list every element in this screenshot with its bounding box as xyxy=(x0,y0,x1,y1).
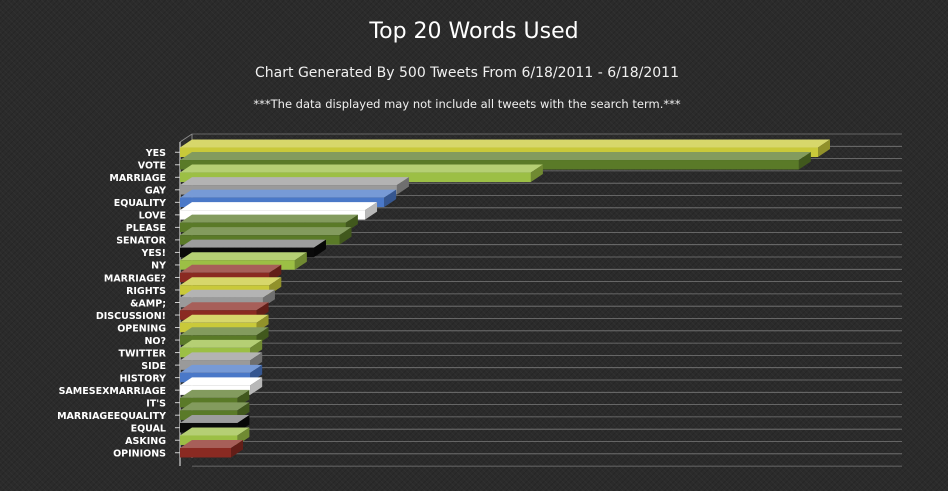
bar-top-face xyxy=(180,302,269,311)
bar-side-face xyxy=(250,377,263,395)
axis-top-edge xyxy=(179,133,193,143)
category-label: YES! xyxy=(140,248,166,259)
bar-top-face xyxy=(180,277,282,286)
bar-top-face xyxy=(180,177,409,186)
category-label: YES xyxy=(145,148,166,159)
bar-side-face xyxy=(365,202,378,220)
category-label: NO? xyxy=(144,336,166,347)
bar-side-face xyxy=(313,239,326,258)
category-label: IT'S xyxy=(146,398,166,409)
bar-top-face xyxy=(180,189,397,198)
bar-top-face xyxy=(180,414,250,423)
category-label: RIGHTS xyxy=(126,286,166,297)
bar-side-face xyxy=(798,152,811,170)
bar-top-face xyxy=(180,327,269,336)
category-label: TWITTER xyxy=(119,348,167,359)
bar-top-face xyxy=(180,252,307,261)
bar-top-face xyxy=(180,402,250,411)
bar-top-face xyxy=(180,389,250,398)
category-label: MARRIAGEEQUALITY xyxy=(57,411,166,422)
category-label: EQUAL xyxy=(131,424,166,435)
bar-top-face xyxy=(180,427,250,436)
category-label: EQUALITY xyxy=(114,198,166,209)
category-label: NY xyxy=(151,261,166,272)
bar-top-face xyxy=(180,152,811,161)
bar-side-face xyxy=(530,164,543,183)
category-label: MARRIAGE xyxy=(109,173,166,184)
bar-top-face xyxy=(180,264,282,273)
bar-top-face xyxy=(180,214,358,223)
bar-side-face xyxy=(384,189,397,208)
bar-side-face xyxy=(294,252,307,270)
category-label: DISCUSSION! xyxy=(96,311,166,322)
bar-top-face xyxy=(180,239,326,248)
category-label: VOTE xyxy=(138,161,166,172)
category-label: OPENING xyxy=(117,323,166,334)
bar-side-face xyxy=(396,177,409,195)
bar-top-face xyxy=(180,314,269,323)
category-label: PLEASE xyxy=(126,223,166,234)
category-label: HISTORY xyxy=(119,373,166,384)
bar-side-face xyxy=(818,139,830,158)
chart-note: ***The data displayed may not include al… xyxy=(253,97,681,111)
bar-top-face xyxy=(180,164,543,173)
bar-top-face xyxy=(180,339,263,348)
bar-top-face xyxy=(180,202,378,211)
bar-side-face xyxy=(231,439,244,458)
bar-top-face xyxy=(180,364,263,373)
bar-top-face xyxy=(180,377,263,386)
category-label: GAY xyxy=(145,186,166,197)
category-label: SAMESEXMARRIAGE xyxy=(59,386,166,397)
category-label: SENATOR xyxy=(116,236,166,247)
bar-top-face xyxy=(180,139,830,148)
category-label: ASKING xyxy=(125,436,166,447)
category-label: LOVE xyxy=(139,211,166,222)
bar-top-face xyxy=(180,439,244,448)
bar xyxy=(180,447,232,458)
bar-top-face xyxy=(180,352,263,361)
category-label: MARRIAGE? xyxy=(104,273,166,284)
bar-side-face xyxy=(339,227,352,245)
category-label: OPINIONS xyxy=(113,449,166,460)
bar-top-face xyxy=(180,227,352,236)
bar-top-face xyxy=(180,289,275,298)
category-label: &AMP; xyxy=(130,298,166,309)
bar-series xyxy=(180,139,830,458)
category-label: SIDE xyxy=(141,361,166,372)
chart-subtitle: Chart Generated By 500 Tweets From 6/18/… xyxy=(255,65,679,81)
chart-title: Top 20 Words Used xyxy=(369,19,579,44)
